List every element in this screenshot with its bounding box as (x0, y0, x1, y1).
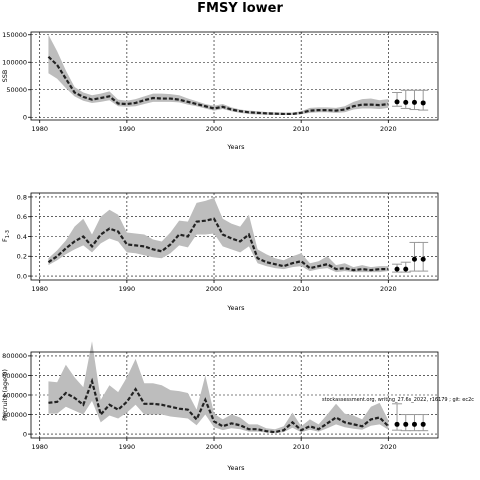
panel-f-proj-point (394, 266, 400, 272)
panel-recruits-xlabel: Years (226, 464, 245, 472)
panel-ssb-proj-point (394, 99, 400, 105)
panel-recruits-proj-point (411, 421, 417, 427)
panel-ssb-proj-point (403, 99, 409, 105)
panel-recruits-proj-point (394, 421, 400, 427)
panel-recruits: Recruits (age 0) Years stockassessment.o… (1, 341, 474, 472)
panel-f-proj-point (403, 266, 409, 272)
panel-f-xlabel: Years (226, 304, 245, 312)
panel-ssb-estimate-line (47, 55, 389, 116)
panel-ssb-xtick-label: 2010 (293, 125, 310, 133)
chart-title: FMSY lower (197, 1, 283, 16)
panel-f-ytick-label: 0.6 (17, 213, 27, 221)
panel-f-ytick-label: 0.0 (17, 272, 27, 280)
panel-recruits-xtick-label: 2000 (206, 443, 223, 451)
panel-f-ylabel-main: F (1, 238, 9, 242)
panel-recruits-xtick-label: 2010 (293, 443, 310, 451)
panel-recruits-proj-point (403, 421, 409, 427)
panel-recruits-xtick-label: 1990 (119, 443, 136, 451)
panel-ssb-xtick-label: 2000 (206, 125, 223, 133)
panel-f: F1-3 Years 1980 1990 2000 2010 2020 0.0 0.2 0.4… (1, 192, 439, 312)
panel-f-xtick-label: 1980 (31, 285, 48, 293)
panel-f-xtick-label: 2000 (206, 285, 223, 293)
panel-f-ytick-label: 0.8 (17, 193, 27, 201)
panel-f-estimate-line (47, 217, 389, 272)
panel-ssb-xtick-label: 1980 (31, 125, 48, 133)
panel-recruits-ylabel: Recruits (age 0) (1, 369, 9, 421)
panel-ssb-ytick-label: 0 (23, 114, 27, 122)
panel-f-xtick-label: 2010 (293, 285, 310, 293)
panel-f-frame (30, 192, 439, 281)
panel-ssb-xlabel: Years (226, 143, 245, 151)
panel-f-xtick-label: 1990 (119, 285, 136, 293)
panel-f-ytick-label: 0.4 (17, 233, 27, 241)
panel-ssb-ylabel: SSB (1, 70, 9, 83)
panel-recruits-ytick-label: 800000 (2, 352, 27, 360)
panel-recruits-ytick-label: 200000 (2, 411, 27, 419)
panel-f-confidence-band (48, 197, 389, 273)
panel-ssb-xtick-label: 1990 (119, 125, 136, 133)
panel-ssb-ytick-label: 50000 (6, 86, 27, 94)
panel-recruits-confidence-band (48, 341, 389, 434)
panel-ssb-ytick-label: 150000 (2, 31, 27, 39)
panel-recruits-xtick-label: 1980 (31, 443, 48, 451)
panel-f-proj-point (411, 256, 417, 262)
panel-ssb-confidence-band (48, 34, 389, 116)
panel-recruits-ytick-label: 600000 (2, 372, 27, 380)
panel-f-proj-point (420, 256, 426, 262)
panel-f-ytick-label: 0.2 (17, 253, 27, 261)
panel-recruits-proj-point (420, 421, 426, 427)
panel-ssb: SSB Years 1980 1990 2000 2010 2020 0 50000 1000… (1, 31, 439, 151)
panel-ssb-ytick-label: 100000 (2, 59, 27, 67)
panel-ssb-frame (30, 31, 439, 121)
panel-recruits-ytick-label: 0 (23, 430, 27, 438)
panel-recruits-estimate-line (48, 377, 390, 434)
panel-f-ylabel-sub: 1-3 (5, 230, 11, 238)
panel-recruits-frame (30, 351, 439, 439)
panel-f-xtick-label: 2020 (380, 285, 397, 293)
panel-ssb-proj-point (411, 99, 417, 105)
panel-recruits-ytick-label: 400000 (2, 391, 27, 399)
panel-recruits-annotation: stockassessment.org, writing_27.6s_2022,… (322, 397, 474, 403)
panel-f-ylabel: F1-3 (1, 230, 11, 242)
panel-recruits-xtick-label: 2020 (380, 443, 397, 451)
panel-ssb-xtick-label: 2020 (380, 125, 397, 133)
panel-ssb-proj-point (420, 100, 426, 106)
